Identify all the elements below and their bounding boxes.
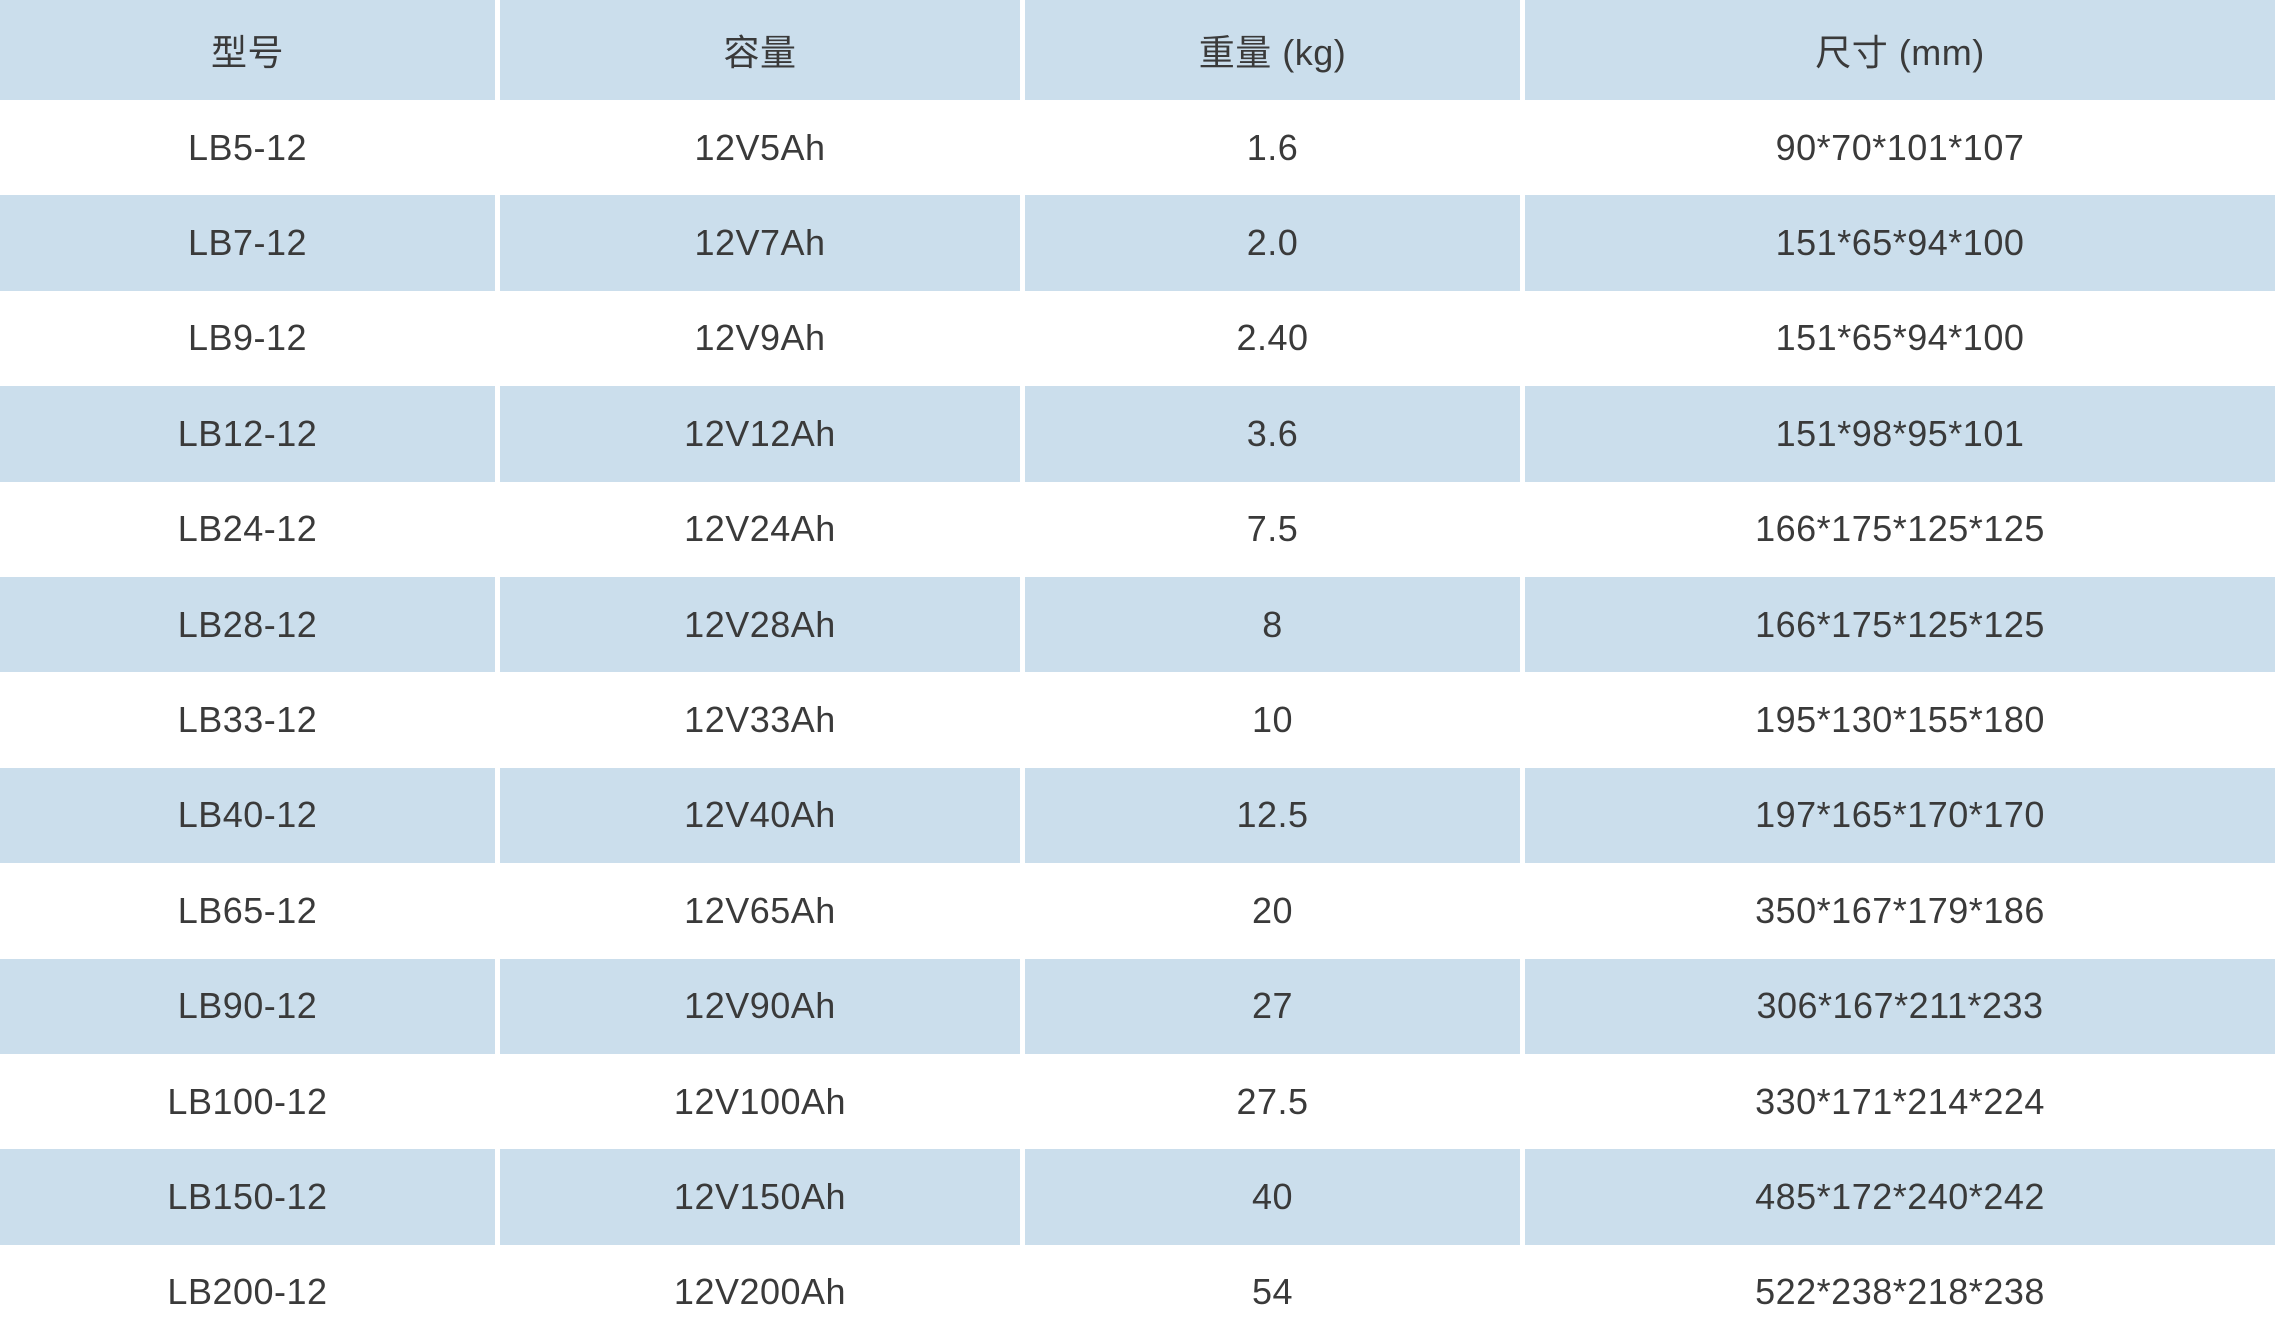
table-row: LB200-12 12V200Ah 54 522*238*218*238 — [0, 1244, 2275, 1340]
cell-model: LB7-12 — [0, 195, 495, 291]
cell-dimensions: 306*167*211*233 — [1525, 958, 2275, 1054]
table-row: LB12-12 12V12Ah 3.6 151*98*95*101 — [0, 386, 2275, 482]
cell-weight: 40 — [1025, 1149, 1520, 1245]
cell-dimensions: 485*172*240*242 — [1525, 1149, 2275, 1245]
table-row: LB7-12 12V7Ah 2.0 151*65*94*100 — [0, 195, 2275, 291]
cell-weight: 12.5 — [1025, 767, 1520, 864]
cell-capacity: 12V40Ah — [500, 767, 1020, 864]
cell-model: LB40-12 — [0, 767, 495, 864]
cell-capacity: 12V5Ah — [500, 100, 1020, 196]
cell-model: LB9-12 — [0, 290, 495, 387]
cell-weight: 7.5 — [1025, 481, 1520, 577]
cell-dimensions: 166*175*125*125 — [1525, 481, 2275, 577]
cell-capacity: 12V100Ah — [500, 1053, 1020, 1150]
cell-capacity: 12V33Ah — [500, 672, 1020, 768]
cell-capacity: 12V200Ah — [500, 1244, 1020, 1340]
cell-model: LB100-12 — [0, 1053, 495, 1150]
cell-model: LB28-12 — [0, 576, 495, 673]
cell-model: LB200-12 — [0, 1244, 495, 1340]
cell-capacity: 12V24Ah — [500, 481, 1020, 577]
cell-capacity: 12V12Ah — [500, 386, 1020, 482]
column-header-weight: 重量 (kg) — [1025, 0, 1520, 100]
table-row: LB40-12 12V40Ah 12.5 197*165*170*170 — [0, 767, 2275, 864]
table-row: LB5-12 12V5Ah 1.6 90*70*101*107 — [0, 100, 2275, 196]
table-row: LB24-12 12V24Ah 7.5 166*175*125*125 — [0, 481, 2275, 577]
cell-weight: 2.40 — [1025, 290, 1520, 387]
cell-dimensions: 350*167*179*186 — [1525, 863, 2275, 959]
cell-weight: 1.6 — [1025, 100, 1520, 196]
cell-model: LB24-12 — [0, 481, 495, 577]
cell-dimensions: 330*171*214*224 — [1525, 1053, 2275, 1150]
cell-model: LB12-12 — [0, 386, 495, 482]
cell-dimensions: 522*238*218*238 — [1525, 1244, 2275, 1340]
table-row: LB9-12 12V9Ah 2.40 151*65*94*100 — [0, 290, 2275, 387]
column-header-dimensions: 尺寸 (mm) — [1525, 0, 2275, 100]
table-row: LB150-12 12V150Ah 40 485*172*240*242 — [0, 1149, 2275, 1245]
cell-model: LB33-12 — [0, 672, 495, 768]
cell-capacity: 12V28Ah — [500, 576, 1020, 673]
cell-dimensions: 90*70*101*107 — [1525, 100, 2275, 196]
cell-weight: 8 — [1025, 576, 1520, 673]
cell-model: LB5-12 — [0, 100, 495, 196]
cell-weight: 27.5 — [1025, 1053, 1520, 1150]
cell-dimensions: 151*65*94*100 — [1525, 290, 2275, 387]
cell-dimensions: 151*65*94*100 — [1525, 195, 2275, 291]
column-header-capacity: 容量 — [500, 0, 1020, 100]
table-row: LB90-12 12V90Ah 27 306*167*211*233 — [0, 958, 2275, 1054]
cell-weight: 10 — [1025, 672, 1520, 768]
cell-capacity: 12V9Ah — [500, 290, 1020, 387]
table-row: LB33-12 12V33Ah 10 195*130*155*180 — [0, 672, 2275, 768]
table-row: LB28-12 12V28Ah 8 166*175*125*125 — [0, 576, 2275, 673]
cell-capacity: 12V65Ah — [500, 863, 1020, 959]
cell-model: LB150-12 — [0, 1149, 495, 1245]
cell-capacity: 12V7Ah — [500, 195, 1020, 291]
column-header-model: 型号 — [0, 0, 495, 100]
cell-weight: 20 — [1025, 863, 1520, 959]
cell-dimensions: 197*165*170*170 — [1525, 767, 2275, 864]
cell-dimensions: 195*130*155*180 — [1525, 672, 2275, 768]
table-header-row: 型号 容量 重量 (kg) 尺寸 (mm) — [0, 0, 2275, 100]
cell-weight: 2.0 — [1025, 195, 1520, 291]
cell-dimensions: 166*175*125*125 — [1525, 576, 2275, 673]
cell-capacity: 12V90Ah — [500, 958, 1020, 1054]
cell-weight: 3.6 — [1025, 386, 1520, 482]
cell-model: LB90-12 — [0, 958, 495, 1054]
table-row: LB100-12 12V100Ah 27.5 330*171*214*224 — [0, 1053, 2275, 1150]
cell-weight: 27 — [1025, 958, 1520, 1054]
cell-model: LB65-12 — [0, 863, 495, 959]
cell-capacity: 12V150Ah — [500, 1149, 1020, 1245]
cell-weight: 54 — [1025, 1244, 1520, 1340]
cell-dimensions: 151*98*95*101 — [1525, 386, 2275, 482]
table-row: LB65-12 12V65Ah 20 350*167*179*186 — [0, 863, 2275, 959]
